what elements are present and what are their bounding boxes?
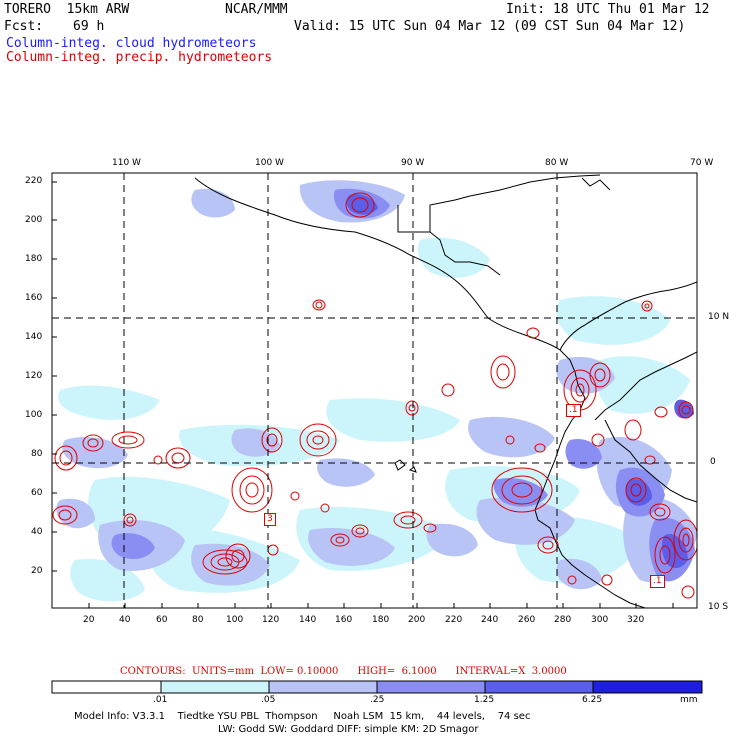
x-tick-label: 260 — [518, 615, 536, 625]
x-tick-label: 40 — [119, 615, 131, 625]
model-title: TORERO 15km ARW — [4, 2, 130, 17]
forecast-label: Fcst: — [4, 19, 44, 34]
center-title: NCAR/MMM — [225, 2, 288, 17]
y-tick-label: 180 — [25, 254, 43, 264]
x-tick-label: 120 — [262, 615, 280, 625]
x-tick-label: 20 — [83, 615, 95, 625]
x-tick-label: 180 — [372, 615, 390, 625]
y-tick-label: 40 — [31, 527, 43, 537]
contour-label: .1 — [650, 575, 665, 588]
model-info: Model Info: V3.3.1 Tiedtke YSU PBL Thomp… — [74, 711, 531, 722]
y-tick-label: 160 — [25, 293, 43, 303]
x-tick-label: 200 — [408, 615, 426, 625]
forecast-hours: 69 h — [73, 19, 105, 34]
colorbar-tick: .05 — [261, 695, 276, 705]
axis-ticks — [52, 181, 674, 608]
y-tick-label: 20 — [31, 566, 43, 576]
contours-info: CONTOURS: UNITS=mm LOW= 0.10000 HIGH= 6.… — [120, 666, 567, 677]
y-tick-label: 60 — [31, 488, 43, 498]
x-tick-label: 80 — [192, 615, 204, 625]
y-tick-label: 120 — [25, 371, 43, 381]
colorbar-tick: 6.25 — [582, 695, 603, 705]
x-tick-label: 140 — [299, 615, 317, 625]
lon-label: 100 W — [255, 158, 284, 168]
precip-legend-text: Column-integ. precip. hydrometeors — [6, 50, 273, 65]
y-tick-label: 140 — [25, 332, 43, 342]
cloud-legend-text: Column-integ. cloud hydrometeors — [6, 36, 257, 51]
coastlines — [194, 174, 697, 608]
x-tick-label: 320 — [627, 615, 645, 625]
contour-label: 3 — [264, 513, 276, 526]
valid-time: Valid: 15 UTC Sun 04 Mar 12 (09 CST Sun … — [294, 19, 686, 34]
colorbar-tick: 1.25 — [474, 695, 495, 705]
x-tick-label: 60 — [156, 615, 168, 625]
colorbar — [51, 680, 703, 694]
x-tick-label: 280 — [554, 615, 572, 625]
lon-label: 70 W — [690, 158, 714, 168]
x-tick-label: 220 — [445, 615, 463, 625]
lon-label: 110 W — [112, 158, 141, 168]
colorbar-tick: .25 — [370, 695, 385, 705]
y-tick-label: 80 — [31, 449, 43, 459]
precip-contours — [52, 192, 697, 599]
y-tick-label: 220 — [25, 176, 43, 186]
colorbar-unit: mm — [680, 695, 698, 705]
init-time: Init: 18 UTC Thu 01 Mar 12 — [506, 2, 710, 17]
lon-label: 80 W — [545, 158, 569, 168]
y-tick-label: 200 — [25, 215, 43, 225]
cloud-field — [56, 180, 697, 602]
lat-lon-grid — [52, 173, 697, 608]
x-tick-label: 100 — [226, 615, 244, 625]
physics-info: LW: Godd SW: Goddard DIFF: simple KM: 2D… — [218, 724, 479, 735]
x-tick-label: 160 — [335, 615, 353, 625]
lat-label: 10 N — [708, 312, 730, 322]
colorbar-tick: .01 — [153, 695, 168, 705]
x-tick-label: 300 — [591, 615, 609, 625]
lat-label: 0 — [710, 457, 716, 467]
y-tick-label: 100 — [25, 410, 43, 420]
lon-label: 90 W — [401, 158, 425, 168]
x-tick-label: 240 — [481, 615, 499, 625]
plot-frame — [51, 172, 698, 609]
lat-label: 10 S — [708, 602, 729, 612]
contour-label: .1 — [566, 404, 581, 417]
